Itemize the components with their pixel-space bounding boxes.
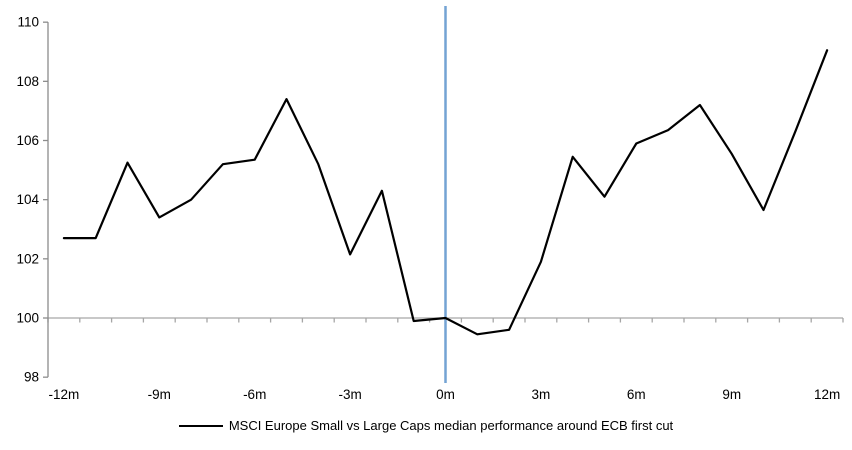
legend-label: MSCI Europe Small vs Large Caps median p… xyxy=(228,418,674,433)
y-tick-label: 108 xyxy=(16,74,39,89)
x-tick-label: -3m xyxy=(338,387,361,402)
x-tick-label: 6m xyxy=(627,387,646,402)
x-tick-label: 12m xyxy=(814,387,840,402)
legend-line-sample xyxy=(178,424,223,427)
series-line xyxy=(62,49,829,336)
y-tick-label: 106 xyxy=(16,133,39,148)
x-tick-label: -12m xyxy=(49,387,80,402)
y-tick-label: 110 xyxy=(17,15,39,30)
y-tick-label: 102 xyxy=(16,251,39,266)
x-tick-label: -9m xyxy=(148,387,171,402)
x-tick-label: -6m xyxy=(243,387,266,402)
x-tick-label: 0m xyxy=(436,387,455,402)
y-tick-label: 100 xyxy=(16,311,39,326)
x-tick-label: 9m xyxy=(722,387,741,402)
y-tick-label: 98 xyxy=(24,370,39,385)
y-tick-label: 104 xyxy=(16,192,39,207)
x-tick-label: 3m xyxy=(532,387,551,402)
legend: MSCI Europe Small vs Large Caps median p… xyxy=(0,418,852,433)
